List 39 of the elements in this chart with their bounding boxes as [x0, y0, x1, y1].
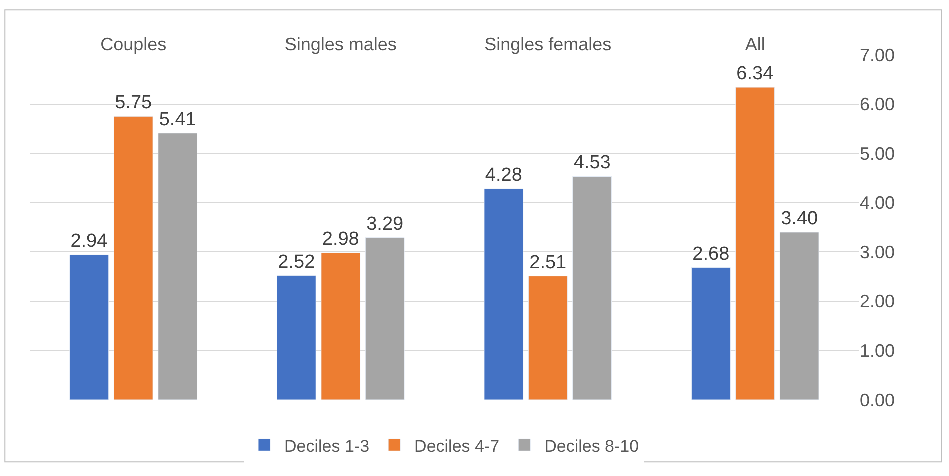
- data-label: 2.94: [70, 231, 108, 252]
- legend-label: Deciles 4-7: [414, 436, 500, 456]
- bar: [528, 276, 568, 400]
- x-tick-label: Singles females: [484, 34, 612, 54]
- data-label: 2.51: [530, 252, 567, 274]
- legend-label: Deciles 1-3: [284, 436, 370, 456]
- y-tick-label: 0.00: [860, 390, 896, 410]
- bar: [321, 252, 361, 400]
- bar: [365, 238, 405, 400]
- y-tick-label: 6.00: [860, 94, 896, 115]
- data-label: 6.34: [736, 64, 774, 85]
- x-tick-label: Couples: [100, 34, 167, 54]
- data-label: 5.75: [115, 92, 152, 114]
- data-label: 5.41: [159, 109, 196, 130]
- bar: [158, 133, 198, 400]
- data-label: 2.98: [322, 229, 360, 250]
- x-tick-label: Singles males: [284, 34, 397, 54]
- bar: [484, 188, 524, 400]
- bar: [276, 276, 316, 400]
- y-tick-label: 5.00: [860, 144, 896, 164]
- y-tick-label: 4.00: [860, 193, 896, 214]
- bar: [736, 87, 776, 400]
- x-tick-label: All: [745, 34, 766, 54]
- data-label: 4.28: [485, 165, 522, 186]
- bar: [70, 254, 110, 400]
- data-label: 4.53: [574, 152, 611, 174]
- y-tick-label: 7.00: [860, 45, 896, 66]
- bar: [114, 116, 154, 400]
- bar: [572, 176, 612, 400]
- data-label: 2.52: [278, 252, 316, 273]
- y-tick-label: 2.00: [860, 292, 896, 312]
- y-tick-label: 1.00: [860, 341, 896, 362]
- bar: [780, 232, 820, 400]
- legend-label: Deciles 8-10: [544, 436, 640, 456]
- bar: [691, 268, 731, 400]
- data-label: 3.40: [781, 208, 818, 230]
- y-tick-label: 3.00: [860, 242, 896, 262]
- data-label: 3.29: [366, 214, 404, 235]
- data-label: 2.68: [692, 244, 730, 265]
